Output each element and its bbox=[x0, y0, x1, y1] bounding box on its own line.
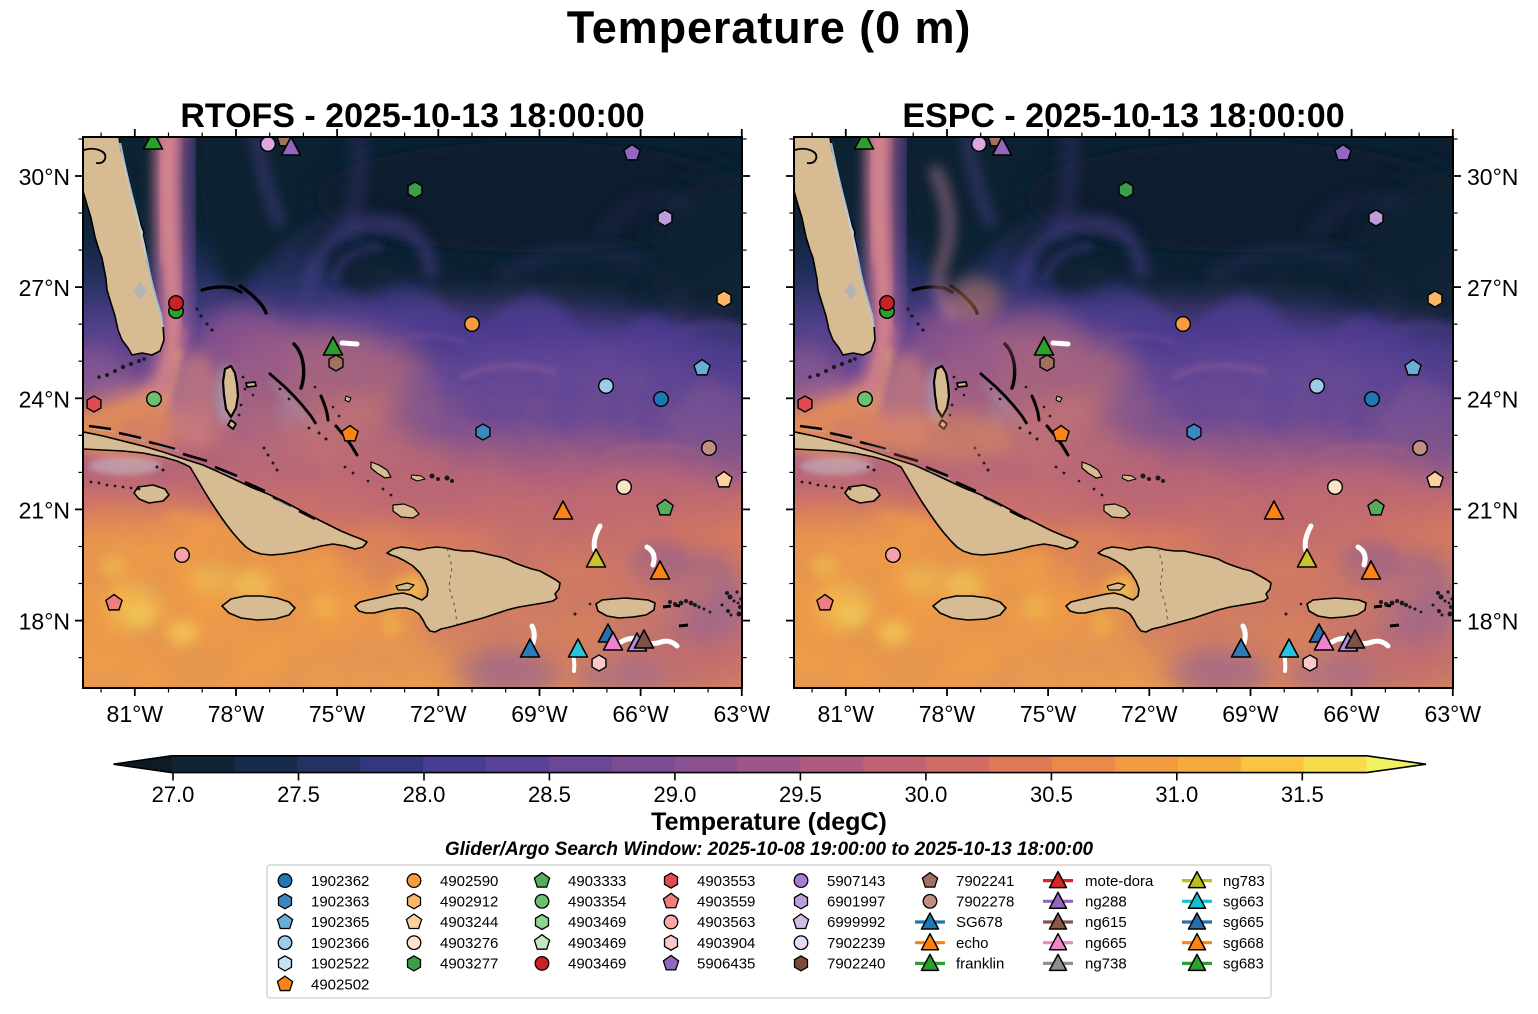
svg-text:Temperature (degC): Temperature (degC) bbox=[651, 808, 887, 836]
svg-text:7902240: 7902240 bbox=[827, 956, 885, 973]
svg-text:21°N: 21°N bbox=[19, 497, 70, 523]
svg-text:24°N: 24°N bbox=[1467, 386, 1518, 412]
svg-text:6999992: 6999992 bbox=[827, 914, 885, 931]
svg-text:72°W: 72°W bbox=[1121, 701, 1178, 727]
svg-text:4903354: 4903354 bbox=[568, 894, 626, 911]
svg-text:4902590: 4902590 bbox=[440, 873, 498, 890]
svg-text:31.5: 31.5 bbox=[1281, 782, 1324, 807]
svg-text:81°W: 81°W bbox=[818, 701, 875, 727]
svg-text:6901997: 6901997 bbox=[827, 894, 885, 911]
svg-text:78°W: 78°W bbox=[919, 701, 976, 727]
svg-text:28.0: 28.0 bbox=[403, 782, 446, 807]
svg-text:1902362: 1902362 bbox=[311, 873, 369, 890]
svg-text:5906435: 5906435 bbox=[697, 956, 755, 973]
svg-text:4903276: 4903276 bbox=[440, 935, 498, 952]
svg-text:sg665: sg665 bbox=[1223, 914, 1264, 931]
svg-text:1902365: 1902365 bbox=[311, 914, 369, 931]
svg-text:66°W: 66°W bbox=[612, 701, 669, 727]
svg-text:ng783: ng783 bbox=[1223, 873, 1265, 890]
svg-text:4903277: 4903277 bbox=[440, 956, 498, 973]
svg-text:30°N: 30°N bbox=[19, 164, 70, 190]
svg-text:75°W: 75°W bbox=[309, 701, 366, 727]
svg-text:4902502: 4902502 bbox=[311, 976, 369, 993]
svg-text:1902366: 1902366 bbox=[311, 935, 369, 952]
svg-text:4903469: 4903469 bbox=[568, 956, 626, 973]
svg-text:7902241: 7902241 bbox=[956, 873, 1014, 890]
svg-text:echo: echo bbox=[956, 935, 989, 952]
svg-text:4903333: 4903333 bbox=[568, 873, 626, 890]
svg-text:4903469: 4903469 bbox=[568, 935, 626, 952]
svg-text:4903563: 4903563 bbox=[697, 914, 755, 931]
svg-text:Temperature (0 m): Temperature (0 m) bbox=[567, 2, 972, 53]
svg-text:4903469: 4903469 bbox=[568, 914, 626, 931]
svg-text:4902912: 4902912 bbox=[440, 894, 498, 911]
svg-text:4903244: 4903244 bbox=[440, 914, 498, 931]
svg-text:69°W: 69°W bbox=[1222, 701, 1279, 727]
svg-text:ng288: ng288 bbox=[1085, 894, 1127, 911]
svg-text:27.5: 27.5 bbox=[277, 782, 320, 807]
svg-text:21°N: 21°N bbox=[1467, 497, 1518, 523]
svg-text:30°N: 30°N bbox=[1467, 164, 1518, 190]
svg-text:29.0: 29.0 bbox=[653, 782, 696, 807]
svg-text:sg663: sg663 bbox=[1223, 894, 1264, 911]
svg-text:30.5: 30.5 bbox=[1030, 782, 1073, 807]
svg-text:28.5: 28.5 bbox=[528, 782, 571, 807]
svg-text:SG678: SG678 bbox=[956, 914, 1003, 931]
svg-text:4903553: 4903553 bbox=[697, 873, 755, 890]
svg-text:18°N: 18°N bbox=[1467, 609, 1518, 635]
svg-text:69°W: 69°W bbox=[511, 701, 568, 727]
svg-text:24°N: 24°N bbox=[19, 386, 70, 412]
svg-text:ng615: ng615 bbox=[1085, 914, 1127, 931]
svg-text:75°W: 75°W bbox=[1020, 701, 1077, 727]
svg-text:RTOFS - 2025-10-13 18:00:00: RTOFS - 2025-10-13 18:00:00 bbox=[180, 97, 644, 135]
svg-text:63°W: 63°W bbox=[714, 701, 771, 727]
svg-text:7902239: 7902239 bbox=[827, 935, 885, 952]
svg-text:81°W: 81°W bbox=[107, 701, 164, 727]
svg-text:5907143: 5907143 bbox=[827, 873, 885, 890]
svg-text:27°N: 27°N bbox=[19, 275, 70, 301]
svg-text:1902522: 1902522 bbox=[311, 956, 369, 973]
svg-text:4903904: 4903904 bbox=[697, 935, 755, 952]
svg-text:mote-dora: mote-dora bbox=[1085, 873, 1154, 890]
svg-text:franklin: franklin bbox=[956, 956, 1004, 973]
svg-text:ESPC - 2025-10-13 18:00:00: ESPC - 2025-10-13 18:00:00 bbox=[902, 97, 1344, 135]
svg-text:ng665: ng665 bbox=[1085, 935, 1127, 952]
svg-text:63°W: 63°W bbox=[1425, 701, 1482, 727]
svg-text:72°W: 72°W bbox=[410, 701, 467, 727]
svg-text:1902363: 1902363 bbox=[311, 894, 369, 911]
svg-text:27.0: 27.0 bbox=[152, 782, 195, 807]
svg-text:66°W: 66°W bbox=[1323, 701, 1380, 727]
svg-text:7902278: 7902278 bbox=[956, 894, 1014, 911]
svg-text:Glider/Argo Search Window: 202: Glider/Argo Search Window: 2025-10-08 19… bbox=[445, 839, 1094, 860]
svg-text:30.0: 30.0 bbox=[904, 782, 947, 807]
svg-text:31.0: 31.0 bbox=[1155, 782, 1198, 807]
svg-text:78°W: 78°W bbox=[208, 701, 265, 727]
svg-text:4903559: 4903559 bbox=[697, 894, 755, 911]
svg-text:sg668: sg668 bbox=[1223, 935, 1264, 952]
svg-text:27°N: 27°N bbox=[1467, 275, 1518, 301]
svg-text:29.5: 29.5 bbox=[779, 782, 822, 807]
svg-text:ng738: ng738 bbox=[1085, 956, 1127, 973]
svg-text:sg683: sg683 bbox=[1223, 956, 1264, 973]
svg-text:18°N: 18°N bbox=[19, 609, 70, 635]
